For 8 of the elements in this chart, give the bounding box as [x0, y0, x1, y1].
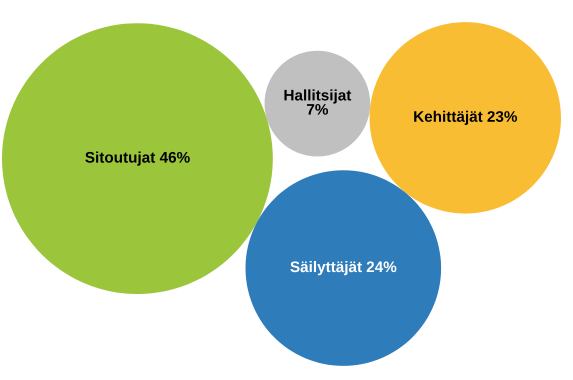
category-label: Hallitsijat: [284, 89, 352, 104]
data-label: 23%: [487, 111, 518, 122]
category-label: Sitoutujat: [85, 152, 156, 166]
category-label: Säilyttäjät: [290, 260, 362, 276]
data-label: 7%: [307, 104, 328, 115]
data-label: 24%: [366, 261, 396, 272]
category-label: Kehittäjät: [414, 110, 483, 125]
data-label: 46%: [160, 152, 190, 163]
